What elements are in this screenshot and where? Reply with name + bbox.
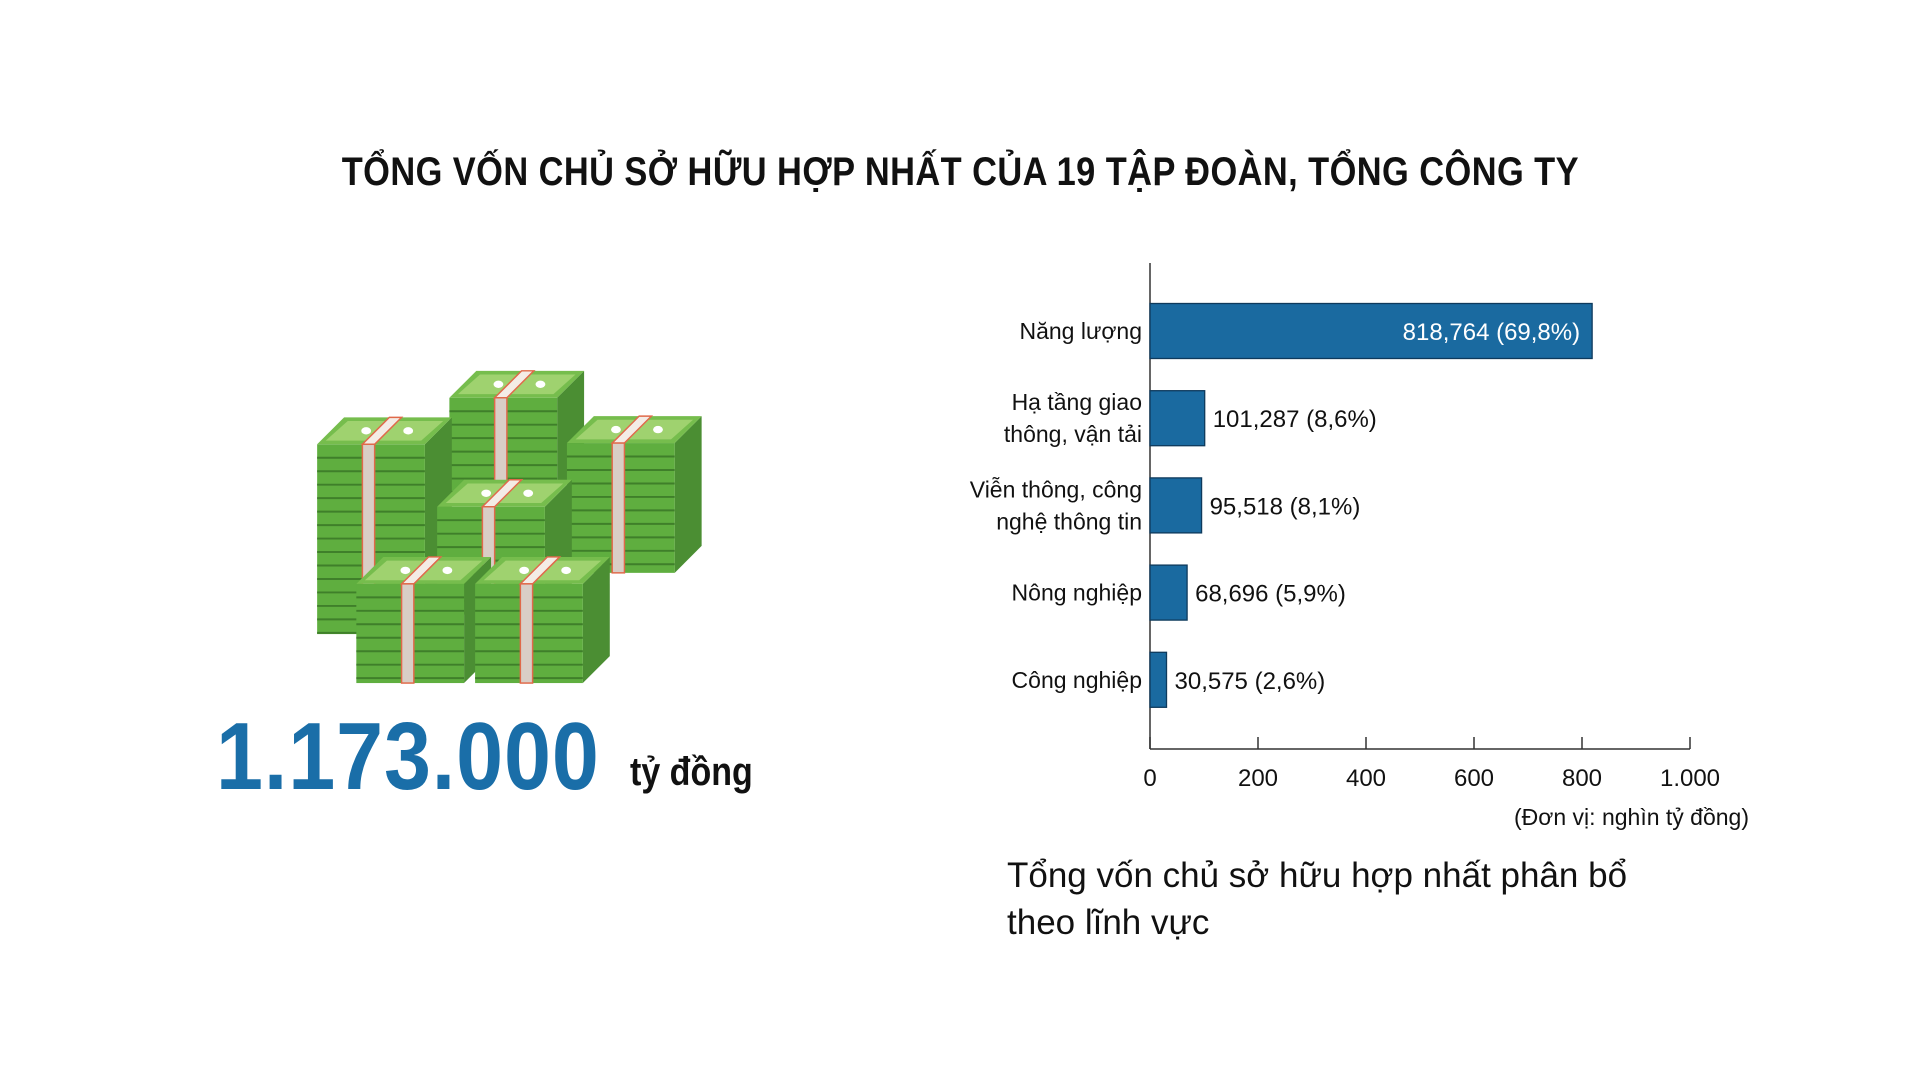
total-number: 1.173.000 <box>216 703 600 810</box>
data-label: 95,518 (8,1%) <box>1210 493 1361 520</box>
data-label: 818,764 (69,8%) <box>1403 319 1580 346</box>
chart-subtitle: Tổng vốn chủ sở hữu hợp nhất phân bổ the… <box>1007 852 1727 946</box>
bill-dot <box>519 566 530 575</box>
bill-dot <box>361 427 372 435</box>
x-tick-label: 400 <box>1346 765 1386 792</box>
money-stack <box>475 556 610 684</box>
bill-dot <box>523 489 534 497</box>
stack-side <box>582 556 610 684</box>
data-label: 68,696 (5,9%) <box>1195 581 1346 608</box>
total-unit: tỷ đồng <box>630 750 753 794</box>
money-stack <box>566 415 702 574</box>
subtitle-line: Tổng vốn chủ sở hữu hợp nhất phân bổ <box>1007 856 1628 895</box>
category-label: thông, vận tải <box>1004 421 1142 447</box>
category-label: Hạ tầng giao <box>1012 389 1142 415</box>
bar <box>1149 651 1168 708</box>
bill-dot <box>653 425 663 434</box>
category-label: Nông nghiệp <box>1012 580 1142 606</box>
x-tick-label: 800 <box>1562 765 1602 792</box>
band-front <box>519 583 534 684</box>
x-tick-label: 1.000 <box>1660 765 1720 792</box>
bar <box>1149 477 1203 534</box>
bar <box>1149 390 1206 447</box>
money-stacks-icon <box>317 370 702 684</box>
band-front <box>611 442 626 574</box>
data-label: 30,575 (2,6%) <box>1175 668 1326 695</box>
category-label: Công nghiệp <box>1012 667 1142 693</box>
bill-dot <box>442 566 453 575</box>
subtitle-line: theo lĩnh vực <box>1007 903 1210 942</box>
band-front <box>400 583 415 684</box>
bill-dot <box>535 380 546 388</box>
bar <box>1149 302 1593 360</box>
category-label: Viễn thông, công <box>970 476 1142 502</box>
bill-dot <box>611 425 621 434</box>
x-tick-label: 0 <box>1143 765 1156 792</box>
data-label: 101,287 (8,6%) <box>1213 406 1377 433</box>
category-label: nghệ thông tin <box>996 508 1142 534</box>
stack-side <box>674 416 702 573</box>
bill-dot <box>493 380 504 388</box>
unit-label: (Đơn vị: nghìn tỷ đồng) <box>1514 804 1749 830</box>
x-tick-label: 200 <box>1238 765 1278 792</box>
total-value: 1.173.000 tỷ đồng <box>216 702 753 812</box>
money-stack <box>356 556 492 684</box>
bill-dot <box>400 566 411 575</box>
bill-dot <box>561 566 572 575</box>
bill-dot <box>403 427 414 435</box>
x-tick-label: 600 <box>1454 765 1494 792</box>
bill-dot <box>481 489 492 497</box>
bar <box>1149 564 1188 621</box>
category-label: Năng lượng <box>1019 318 1142 344</box>
page-title: TỔNG VỐN CHỦ SỞ HỮU HỢP NHẤT CỦA 19 TẬP … <box>341 150 1579 194</box>
